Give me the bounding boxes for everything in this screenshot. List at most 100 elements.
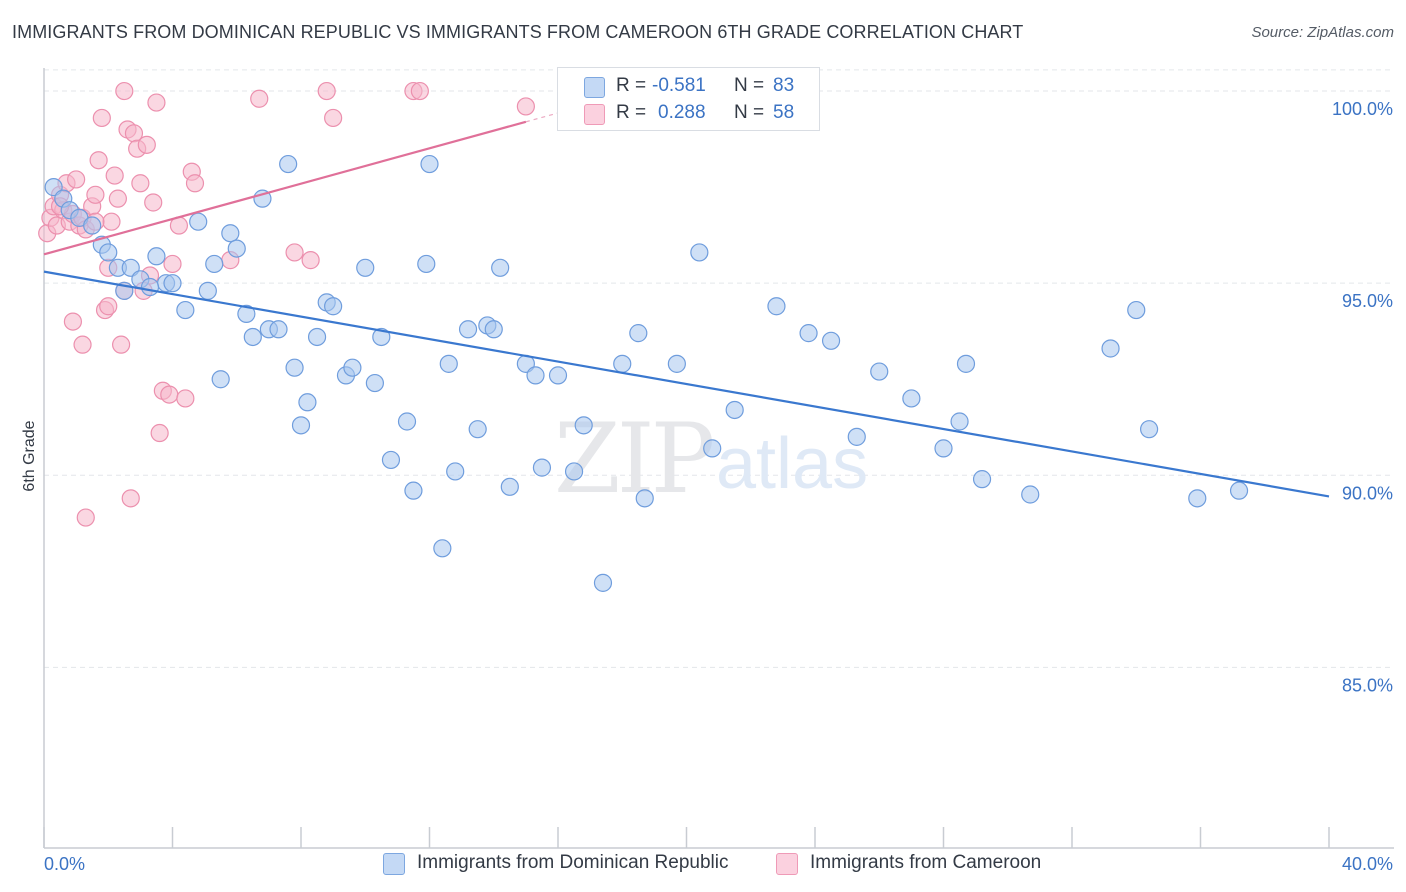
point-cameroon (67, 170, 86, 189)
point-cameroon (115, 81, 134, 101)
source-credit: Source: ZipAtlas.com (1251, 24, 1394, 41)
grid-lines (44, 69, 1394, 668)
point-dominican (934, 439, 953, 458)
x-tick-label-min: 0.0% (44, 854, 85, 874)
watermark: ZIP atlas (554, 403, 868, 515)
trend-line-cameroon (43, 120, 527, 256)
point-cameroon (137, 135, 156, 154)
point-cameroon (285, 243, 304, 262)
point-dominican (870, 362, 889, 381)
legend-swatch-dominican (383, 853, 405, 875)
point-dominican (972, 470, 992, 489)
point-dominican (269, 320, 288, 339)
point-dominican (307, 327, 327, 347)
point-dominican (821, 331, 841, 350)
point-dominican (1188, 489, 1207, 508)
point-cameroon (76, 508, 95, 527)
legend-label-cameroon: Immigrants from Cameroon (810, 852, 1042, 873)
point-dominican (237, 304, 256, 324)
point-dominican (420, 154, 439, 174)
point-dominican (564, 462, 584, 481)
point-dominican (211, 370, 230, 389)
point-cameroon (324, 108, 343, 128)
point-dominican (343, 358, 362, 377)
point-dominican (1021, 485, 1040, 504)
legend-label-dominican: Immigrants from Dominican Republic (417, 852, 729, 873)
point-dominican (279, 154, 298, 174)
y-axis-title: 6th Grade (21, 420, 38, 491)
point-dominican (593, 573, 613, 592)
trend-line-dominican (43, 270, 1330, 498)
point-dominican (439, 354, 458, 373)
point-cameroon (111, 335, 131, 354)
point-dominican (291, 416, 311, 435)
legend-swatch-cameroon (776, 853, 798, 875)
point-dominican (372, 327, 391, 347)
point-cameroon (176, 389, 195, 408)
point-dominican (198, 281, 217, 300)
point-dominican (484, 320, 503, 339)
point-cameroon (108, 189, 127, 208)
x-tick-label-max: 40.0% (1342, 854, 1393, 874)
point-cameroon (131, 174, 150, 193)
r-label: R = (616, 75, 647, 96)
point-dominican (1101, 339, 1120, 358)
point-cameroon (89, 151, 108, 170)
stats-legend: R = -0.581 N = 83 R = 0.288 N = 58 (557, 67, 820, 131)
point-dominican (417, 254, 436, 274)
n-value: 83 (773, 75, 795, 96)
point-dominican (1127, 300, 1146, 320)
point-dominican (1229, 481, 1249, 500)
point-cameroon (410, 81, 429, 101)
point-cameroon (160, 385, 179, 404)
point-dominican (99, 243, 118, 262)
point-dominican (285, 358, 304, 377)
point-cameroon (99, 297, 118, 316)
y-tick-labels: 85.0% 90.0% 95.0% 100.0% (1332, 99, 1393, 695)
point-dominican (526, 366, 545, 385)
y-tick-label: 95.0% (1342, 291, 1393, 311)
point-dominican (324, 297, 343, 316)
point-cameroon (102, 212, 121, 231)
point-dominican (397, 412, 417, 431)
point-dominican (433, 539, 452, 558)
point-cameroon (516, 97, 535, 116)
point-dominican (725, 400, 744, 420)
series-dominican-points (44, 154, 1249, 592)
point-dominican (221, 224, 240, 243)
y-tick-label: 90.0% (1342, 483, 1393, 503)
point-dominican (667, 354, 686, 373)
point-dominican (83, 216, 102, 235)
point-dominican (629, 324, 648, 343)
r-value: -0.581 (652, 75, 706, 96)
point-dominican (468, 420, 487, 439)
point-dominican (767, 297, 786, 316)
watermark-atlas: atlas (716, 424, 868, 504)
point-dominican (446, 462, 465, 481)
point-dominican (404, 481, 423, 500)
point-dominican (243, 327, 262, 347)
point-dominican (956, 354, 976, 373)
point-dominican (205, 254, 224, 274)
point-dominican (147, 247, 166, 266)
point-dominican (356, 258, 375, 277)
point-dominican (227, 239, 246, 258)
point-dominican (902, 389, 921, 408)
point-cameroon (121, 489, 140, 508)
point-dominican (574, 416, 593, 435)
point-cameroon (163, 254, 182, 274)
legend-swatch-dominican (584, 77, 605, 98)
point-cameroon (92, 108, 111, 128)
x-ticks (43, 827, 1330, 848)
point-dominican (703, 439, 722, 458)
y-tick-label: 100.0% (1332, 99, 1393, 119)
point-dominican (176, 300, 195, 320)
point-dominican (613, 354, 632, 373)
point-cameroon (105, 166, 124, 185)
point-cameroon (185, 174, 205, 193)
point-cameroon (63, 312, 83, 331)
axes (43, 68, 1394, 849)
n-value: 58 (773, 102, 795, 123)
point-cameroon (86, 185, 105, 204)
point-cameroon (250, 89, 269, 108)
